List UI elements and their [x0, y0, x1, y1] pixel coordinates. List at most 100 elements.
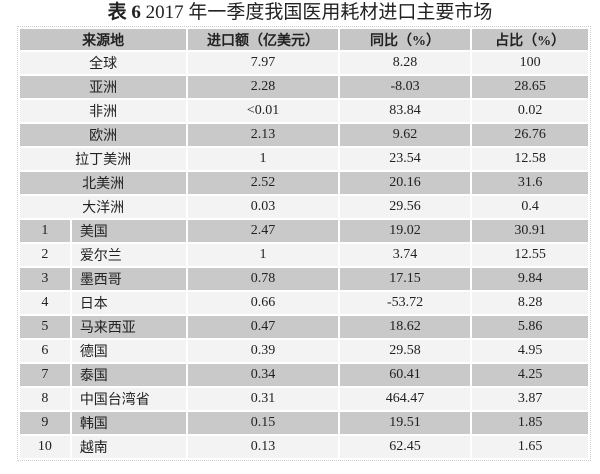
- table-row-region: 非洲 <0.01 83.84 0.02: [20, 100, 588, 122]
- country-name: 爱尔兰: [71, 244, 187, 266]
- header-yoy: 同比（%）: [339, 29, 471, 50]
- country-name: 德国: [71, 340, 187, 362]
- import-amount: 0.13: [188, 436, 338, 458]
- share: 1.65: [472, 436, 588, 458]
- rank: 9: [20, 412, 70, 434]
- yoy-change: 62.45: [339, 436, 471, 458]
- import-amount: 0.66: [188, 292, 338, 314]
- yoy-change: 3.74: [339, 244, 471, 266]
- import-amount: 2.47: [188, 220, 338, 242]
- table-row-country: 8 中国台湾省 0.31 464.47 3.87: [20, 388, 588, 410]
- share: 28.65: [472, 76, 588, 98]
- yoy-change: 19.02: [339, 220, 471, 242]
- table-number: 表 6: [107, 2, 141, 23]
- table-row-region: 大洋洲 0.03 29.56 0.4: [20, 196, 588, 218]
- yoy-change: 18.62: [339, 316, 471, 338]
- import-amount: 7.97: [188, 52, 338, 74]
- country-name: 日本: [71, 292, 187, 314]
- rank: 4: [20, 292, 70, 314]
- rank: 7: [20, 364, 70, 386]
- region-name: 全球: [20, 52, 187, 74]
- share: 100: [472, 52, 588, 74]
- yoy-change: 9.62: [339, 124, 471, 146]
- yoy-change: 17.15: [339, 268, 471, 290]
- import-amount: 0.39: [188, 340, 338, 362]
- table-row-country: 10 越南 0.13 62.45 1.65: [20, 436, 588, 458]
- yoy-change: 83.84: [339, 100, 471, 122]
- table-row-country: 7 泰国 0.34 60.41 4.25: [20, 364, 588, 386]
- import-amount: 0.31: [188, 388, 338, 410]
- yoy-change: 8.28: [339, 52, 471, 74]
- share: 26.76: [472, 124, 588, 146]
- table-row-country: 3 墨西哥 0.78 17.15 9.84: [20, 268, 588, 290]
- region-name: 大洋洲: [20, 196, 187, 218]
- region-name: 非洲: [20, 100, 187, 122]
- share: 0.02: [472, 100, 588, 122]
- import-amount: 2.13: [188, 124, 338, 146]
- import-amount: 0.47: [188, 316, 338, 338]
- country-name: 越南: [71, 436, 187, 458]
- table-title-text: 2017 年一季度我国医用耗材进口主要市场: [145, 2, 493, 23]
- country-name: 马来西亚: [71, 316, 187, 338]
- yoy-change: 23.54: [339, 148, 471, 170]
- import-amount: 0.78: [188, 268, 338, 290]
- yoy-change: 29.58: [339, 340, 471, 362]
- import-amount: 0.03: [188, 196, 338, 218]
- header-source: 来源地: [20, 29, 187, 50]
- share: 8.28: [472, 292, 588, 314]
- share: 12.58: [472, 148, 588, 170]
- header-amount: 进口额（亿美元）: [188, 29, 338, 50]
- region-name: 亚洲: [20, 76, 187, 98]
- share: 12.55: [472, 244, 588, 266]
- country-name: 韩国: [71, 412, 187, 434]
- rank: 5: [20, 316, 70, 338]
- share: 4.25: [472, 364, 588, 386]
- rank: 10: [20, 436, 70, 458]
- table-row-country: 5 马来西亚 0.47 18.62 5.86: [20, 316, 588, 338]
- table-row-region: 全球 7.97 8.28 100: [20, 52, 588, 74]
- header-share: 占比（%）: [472, 29, 588, 50]
- rank: 2: [20, 244, 70, 266]
- table-row-region: 亚洲 2.28 -8.03 28.65: [20, 76, 588, 98]
- import-amount: 1: [188, 148, 338, 170]
- table-row-country: 2 爱尔兰 1 3.74 12.55: [20, 244, 588, 266]
- rank: 3: [20, 268, 70, 290]
- share: 0.4: [472, 196, 588, 218]
- yoy-change: -8.03: [339, 76, 471, 98]
- share: 9.84: [472, 268, 588, 290]
- region-name: 欧洲: [20, 124, 187, 146]
- country-name: 泰国: [71, 364, 187, 386]
- share: 1.85: [472, 412, 588, 434]
- share: 5.86: [472, 316, 588, 338]
- import-amount: 2.52: [188, 172, 338, 194]
- import-amount: 1: [188, 244, 338, 266]
- table-title: 表 6 2017 年一季度我国医用耗材进口主要市场: [0, 2, 600, 24]
- rank: 6: [20, 340, 70, 362]
- share: 4.95: [472, 340, 588, 362]
- import-amount: <0.01: [188, 100, 338, 122]
- header-row: 来源地 进口额（亿美元） 同比（%） 占比（%）: [20, 29, 588, 50]
- country-name: 美国: [71, 220, 187, 242]
- table-row-region: 欧洲 2.13 9.62 26.76: [20, 124, 588, 146]
- share: 31.6: [472, 172, 588, 194]
- import-amount: 0.34: [188, 364, 338, 386]
- yoy-change: 29.56: [339, 196, 471, 218]
- table-row-country: 9 韩国 0.15 19.51 1.85: [20, 412, 588, 434]
- rank: 8: [20, 388, 70, 410]
- country-name: 中国台湾省: [71, 388, 187, 410]
- table-row-country: 4 日本 0.66 -53.72 8.28: [20, 292, 588, 314]
- country-name: 墨西哥: [71, 268, 187, 290]
- region-name: 拉丁美洲: [20, 148, 187, 170]
- yoy-change: 60.41: [339, 364, 471, 386]
- import-amount: 0.15: [188, 412, 338, 434]
- yoy-change: -53.72: [339, 292, 471, 314]
- region-name: 北美洲: [20, 172, 187, 194]
- table-row-country: 1 美国 2.47 19.02 30.91: [20, 220, 588, 242]
- import-amount: 2.28: [188, 76, 338, 98]
- table-row-region: 拉丁美洲 1 23.54 12.58: [20, 148, 588, 170]
- table-row-country: 6 德国 0.39 29.58 4.95: [20, 340, 588, 362]
- yoy-change: 19.51: [339, 412, 471, 434]
- share: 3.87: [472, 388, 588, 410]
- share: 30.91: [472, 220, 588, 242]
- import-markets-table: 来源地 进口额（亿美元） 同比（%） 占比（%） 全球 7.97 8.28 100 亚洲…: [17, 26, 591, 461]
